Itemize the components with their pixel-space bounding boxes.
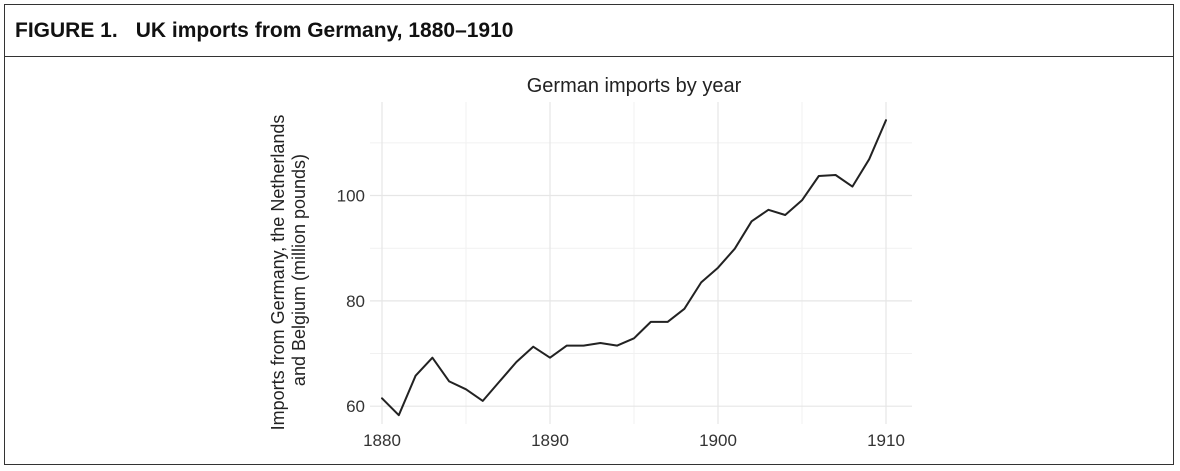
x-tick-label: 1890 bbox=[531, 431, 569, 450]
figure-title: UK imports from Germany, 1880–1910 bbox=[135, 18, 514, 42]
series-layer bbox=[381, 119, 887, 417]
y-axis-title: Imports from Germany, the Netherlands an… bbox=[268, 110, 309, 431]
y-axis-title-line-2: and Belgium (million pounds) bbox=[289, 154, 309, 386]
y-tick-label: 100 bbox=[337, 187, 365, 206]
chart-title: German imports by year bbox=[527, 75, 742, 97]
y-tick-label: 80 bbox=[346, 292, 365, 311]
figure-frame: FIGURE 1. UK imports from Germany, 1880–… bbox=[4, 4, 1174, 465]
y-tick-labels: 60 80 100 bbox=[337, 187, 365, 417]
series-line bbox=[381, 119, 887, 417]
figure-header: FIGURE 1. UK imports from Germany, 1880–… bbox=[5, 5, 1173, 57]
x-tick-label: 1910 bbox=[867, 431, 905, 450]
figure-label: FIGURE 1. bbox=[15, 18, 118, 42]
x-tick-labels: 1880 1890 1900 1910 bbox=[363, 431, 905, 450]
y-tick-label: 60 bbox=[346, 397, 365, 416]
x-tick-label: 1880 bbox=[363, 431, 401, 450]
x-tick-label: 1900 bbox=[699, 431, 737, 450]
minor-gridlines bbox=[370, 102, 912, 424]
y-axis-title-line-1: Imports from Germany, the Netherlands bbox=[268, 115, 288, 431]
major-gridlines bbox=[370, 102, 912, 424]
